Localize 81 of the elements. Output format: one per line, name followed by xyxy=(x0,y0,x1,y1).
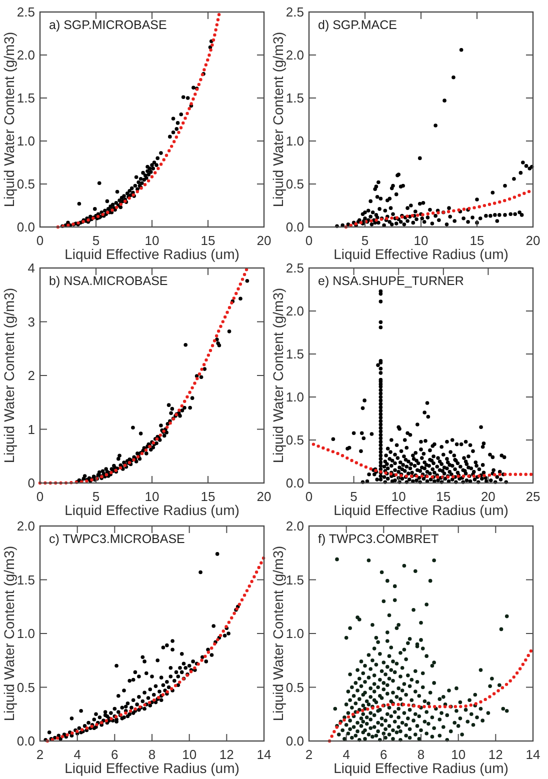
line-series xyxy=(38,266,249,485)
x-tick-label: 4 xyxy=(74,747,81,762)
x-tick-label: 15 xyxy=(200,489,216,504)
x-tick-label: 8 xyxy=(148,747,156,762)
x-tick-label: 10 xyxy=(391,489,406,504)
y-tick-label: 2.0 xyxy=(286,518,304,534)
x-tick-label: 5 xyxy=(92,233,100,248)
y-tick-label: 0.5 xyxy=(286,432,304,448)
x-tick-label: 10 xyxy=(144,489,160,504)
y-axis-title: Liquid Water Content (g/m3) xyxy=(1,32,17,208)
y-tick-label: 1.5 xyxy=(16,90,35,106)
x-axis-title: Liquid Effective Radius (um) xyxy=(64,502,240,518)
y-tick-label: 2 xyxy=(28,368,35,384)
y-tick-label: 0.0 xyxy=(16,734,35,749)
y-tick-label: 2.5 xyxy=(16,4,35,20)
y-tick-label: 2.0 xyxy=(286,304,304,319)
y-tick-label: 0 xyxy=(28,476,35,491)
y-tick-label: 2.5 xyxy=(286,4,304,20)
y-tick-label: 3 xyxy=(28,314,35,330)
y-tick-label: 0.0 xyxy=(286,220,304,235)
x-axis-title: Liquid Effective Radius (um) xyxy=(334,502,508,518)
x-tick-label: 25 xyxy=(526,489,540,504)
y-tick-label: 0.0 xyxy=(286,734,304,749)
x-tick-label: 8 xyxy=(417,747,425,762)
y-tick-label: 1.5 xyxy=(286,572,304,588)
x-tick-label: 20 xyxy=(256,489,272,504)
y-tick-label: 2.5 xyxy=(286,260,304,276)
x-tick-label: 5 xyxy=(361,233,369,248)
y-tick-label: 4 xyxy=(28,260,35,276)
y-tick-label: 1.0 xyxy=(286,390,304,405)
y-tick-label: 0.5 xyxy=(286,680,304,695)
y-tick-label: 1.0 xyxy=(286,134,304,149)
x-tick-label: 15 xyxy=(436,489,451,504)
x-tick-label: 14 xyxy=(256,747,272,762)
x-tick-label: 14 xyxy=(526,747,540,762)
x-tick-label: 5 xyxy=(92,489,100,504)
x-tick-label: 20 xyxy=(526,233,540,248)
y-tick-label: 1.0 xyxy=(286,626,304,642)
text: d) SGP.MACE xyxy=(318,18,397,32)
x-tick-label: 12 xyxy=(488,747,503,762)
y-tick-label: 0.5 xyxy=(286,176,304,192)
y-tick-label: 1.5 xyxy=(286,90,304,106)
x-tick-label: 20 xyxy=(256,233,272,248)
x-tick-label: 20 xyxy=(480,489,496,504)
x-axis-title: Liquid Effective Radius (um) xyxy=(334,246,508,262)
x-tick-label: 6 xyxy=(380,747,388,762)
x-axis-title: Liquid Effective Radius (um) xyxy=(64,760,240,776)
x-tick-label: 10 xyxy=(414,233,428,248)
y-tick-label: 1.0 xyxy=(16,626,35,642)
y-tick-label: 1.5 xyxy=(286,346,304,362)
x-tick-label: 6 xyxy=(111,747,118,762)
y-tick-label: 2.0 xyxy=(286,48,304,63)
y-axis-title: Liquid Water Content (g/m3) xyxy=(1,546,17,722)
y-tick-label: 1.5 xyxy=(16,572,35,588)
x-tick-label: 10 xyxy=(144,233,160,248)
x-tick-label: 10 xyxy=(451,747,466,762)
y-tick-label: 0.0 xyxy=(16,220,35,235)
x-tick-label: 4 xyxy=(342,747,350,762)
x-axis-title: Liquid Effective Radius (um) xyxy=(64,246,240,262)
x-axis-title: Liquid Effective Radius (um) xyxy=(334,760,508,776)
y-tick-label: 0.0 xyxy=(286,476,304,491)
text: b) NSA.MICROBASE xyxy=(49,274,168,288)
y-tick-label: 2.0 xyxy=(16,518,35,534)
text: c) TWPC3.MICROBASE xyxy=(49,532,185,546)
x-tick-label: 15 xyxy=(200,233,216,248)
y-tick-label: 1.0 xyxy=(16,134,35,149)
y-axis-title: Liquid Water Content (g/m3) xyxy=(270,288,286,464)
y-axis-title: Liquid Water Content (g/m3) xyxy=(270,546,286,722)
y-tick-label: 0.5 xyxy=(16,680,35,695)
x-tick-label: 5 xyxy=(350,489,358,504)
y-tick-label: 1 xyxy=(28,422,35,437)
y-tick-label: 2.0 xyxy=(16,48,35,63)
y-axis-title: Liquid Water Content (g/m3) xyxy=(1,288,17,464)
y-tick-label: 0.5 xyxy=(16,176,35,192)
x-tick-label: 12 xyxy=(219,747,234,762)
x-tick-label: 15 xyxy=(470,233,484,248)
text: a) SGP.MICROBASE xyxy=(49,18,167,32)
x-tick-label: 10 xyxy=(182,747,197,762)
text: f) TWPC3.COMBRET xyxy=(318,532,439,546)
y-axis-title: Liquid Water Content (g/m3) xyxy=(270,32,286,208)
text: e) NSA.SHUPE_TURNER xyxy=(318,274,464,288)
